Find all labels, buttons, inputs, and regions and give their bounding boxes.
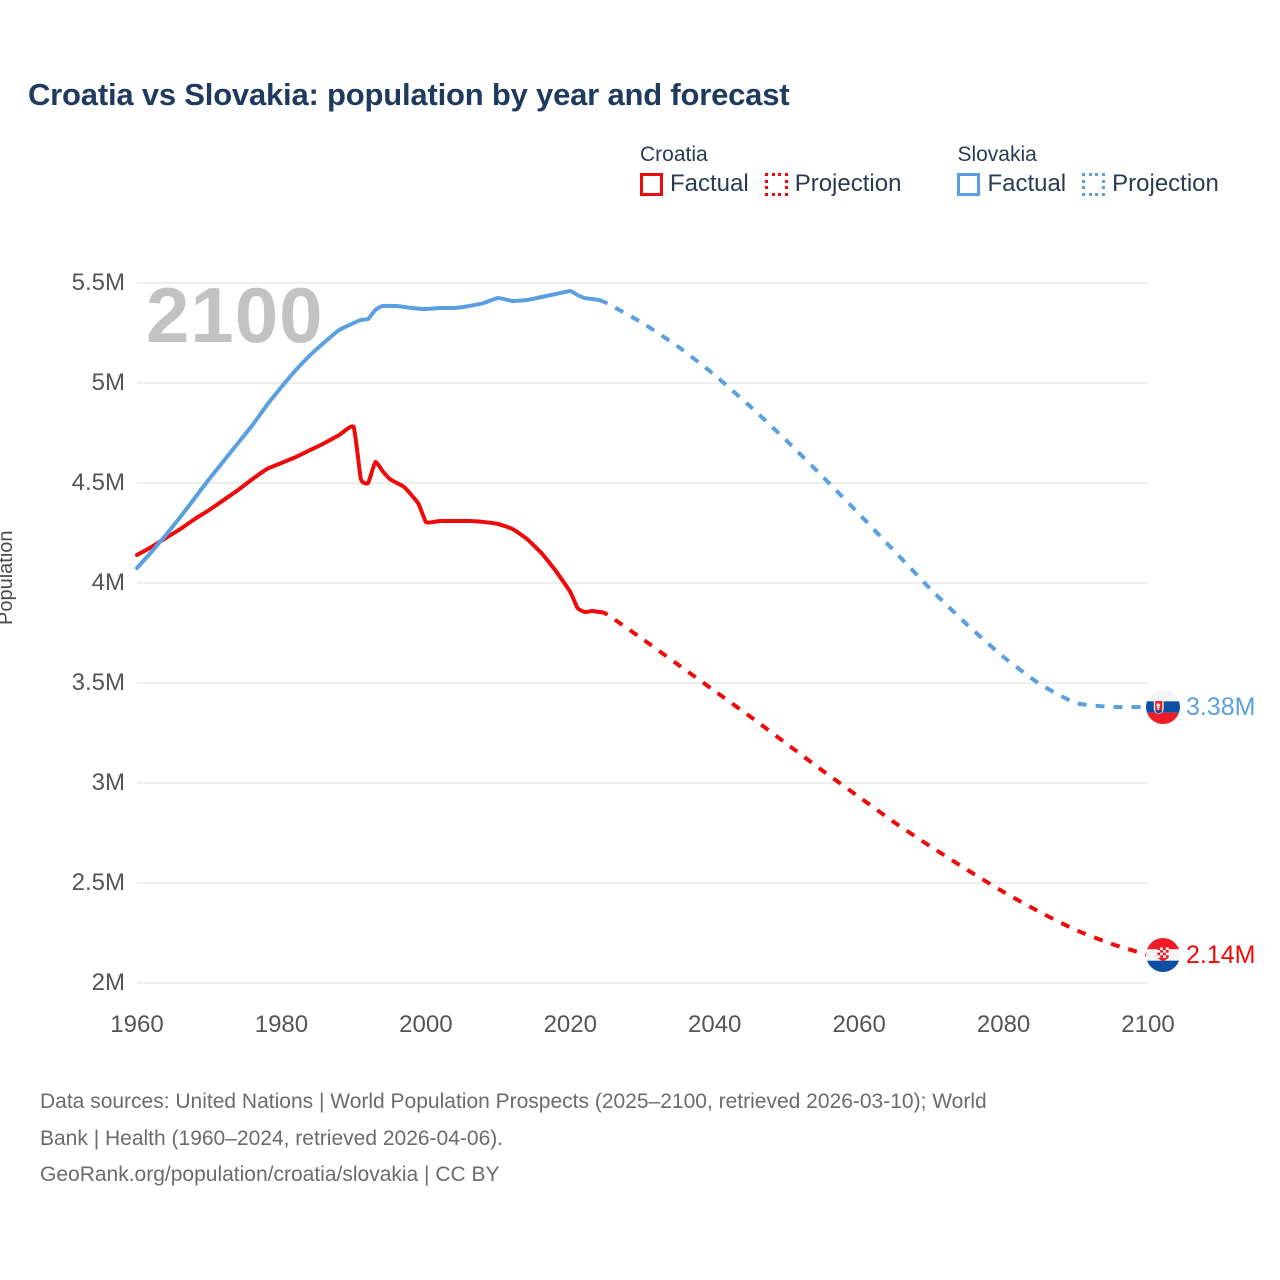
y-axis-tick-3.5M: 3.5M [71, 669, 125, 696]
x-axis-tick-2020: 2020 [543, 1011, 597, 1038]
footer-line-2: Bank | Health (1960–2024, retrieved 2026… [40, 1126, 504, 1150]
endpoint-value-croatia: 2.14M [1186, 940, 1256, 969]
y-axis-tick-3M: 3M [91, 769, 125, 796]
footer-line-1: Data sources: United Nations | World Pop… [40, 1090, 987, 1113]
legend-label-slovakia-factual: Factual [987, 170, 1067, 198]
page-title: Croatia vs Slovakia: population by year … [28, 77, 790, 112]
footer-source-link[interactable]: GeoRank.org/population/croatia/slovakia … [40, 1163, 500, 1187]
x-axis-tick-1960: 1960 [110, 1011, 164, 1038]
series-line-factual-slovakia [135, 289, 602, 570]
endpoint-badge-slovakia[interactable]: 3.38M [1146, 690, 1255, 724]
slovakia-flag-icon [1146, 690, 1180, 724]
legend-item-croatia-factual[interactable]: Factual [640, 172, 749, 196]
series-line-projection-croatia [598, 610, 1149, 957]
legend-swatch-dotted-blue-icon [1082, 172, 1106, 196]
legend-swatch-solid-red-icon [640, 172, 663, 196]
chart-footer: Data sources: United Nations | World Pop… [40, 1086, 1240, 1192]
legend-item-croatia-projection[interactable]: Projection [764, 170, 902, 198]
endpoint-value-slovakia: 3.38M [1186, 692, 1256, 721]
x-axis-tick-1980: 1980 [254, 1011, 309, 1038]
legend-country-label-croatia: Croatia [640, 143, 708, 166]
chart-watermark: 2100 [146, 271, 324, 359]
legend-group-croatia: Croatia Factual Projection [640, 143, 901, 196]
legend-group-slovakia: Slovakia Factual Projection [957, 143, 1219, 196]
x-axis-tick-2080: 2080 [976, 1011, 1031, 1038]
y-axis-tick-5.5M: 5.5M [71, 269, 125, 296]
x-axis-tick-2060: 2060 [832, 1011, 886, 1038]
y-axis-tick-5M: 5M [91, 369, 125, 396]
chart-legend: Croatia Factual Projection Slovakia Fact… [640, 143, 1219, 196]
legend-swatch-dotted-red-icon [764, 172, 788, 196]
legend-item-slovakia-factual[interactable]: Factual [957, 172, 1066, 196]
legend-item-slovakia-projection[interactable]: Projection [1082, 172, 1219, 196]
legend-label-croatia-projection: Projection [794, 170, 902, 198]
legend-label-slovakia-projection: Projection [1112, 170, 1219, 198]
x-axis-tick-2100: 2100 [1121, 1011, 1175, 1038]
series-line-factual-croatia [135, 424, 602, 615]
y-axis-tick-4M: 4M [91, 569, 125, 596]
series-line-projection-slovakia [598, 298, 1149, 710]
croatia-flag-icon [1146, 938, 1180, 972]
x-axis-tick-2040: 2040 [688, 1011, 742, 1038]
legend-country-label-slovakia: Slovakia [957, 143, 1037, 166]
y-axis-tick-2M: 2M [91, 969, 125, 996]
legend-swatch-solid-blue-icon [957, 172, 981, 196]
y-axis-tick-4.5M: 4.5M [71, 469, 125, 496]
legend-label-croatia-factual: Factual [670, 170, 749, 198]
y-axis-tick-2.5M: 2.5M [71, 869, 125, 896]
endpoint-badge-croatia[interactable]: 2.14M [1146, 938, 1255, 972]
x-axis-tick-2000: 2000 [399, 1011, 453, 1038]
